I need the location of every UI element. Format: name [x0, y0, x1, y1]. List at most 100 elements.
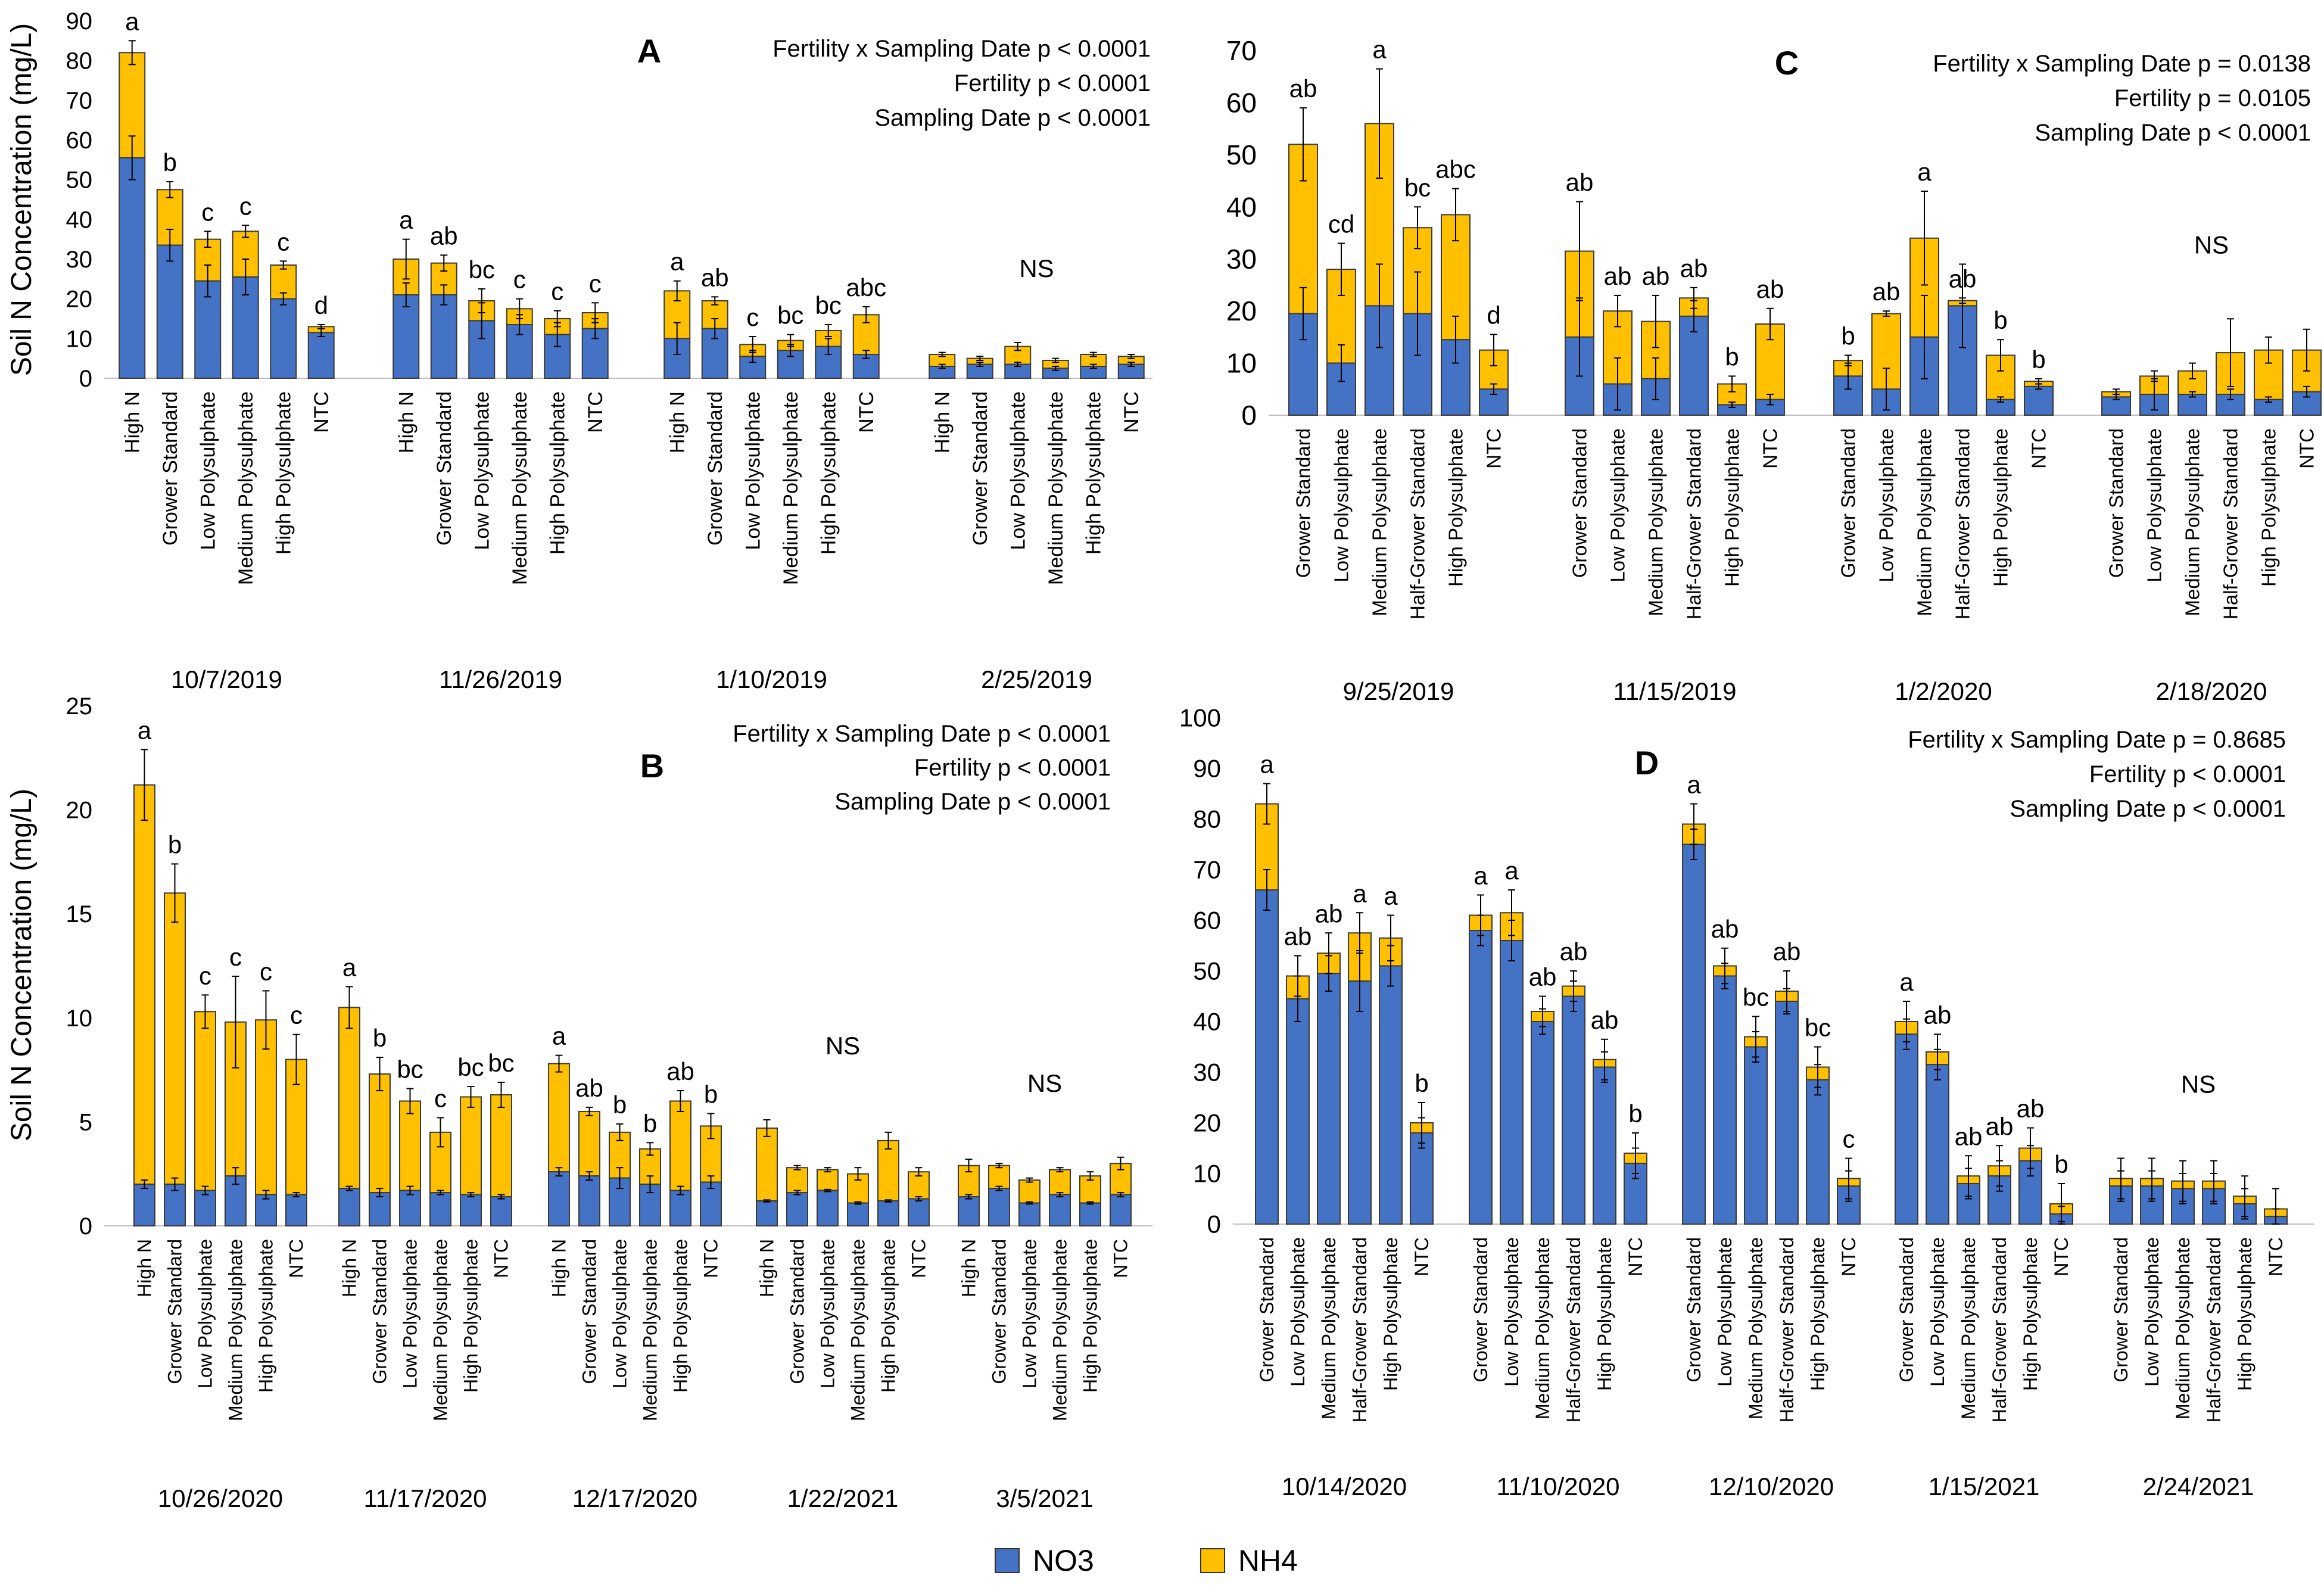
panel-b-significance-letter: c	[260, 957, 272, 985]
panel-c-category-label: Low Polysulphate	[1876, 428, 1898, 583]
panel-b-bar-nh4	[786, 1167, 808, 1194]
panel-b-bar-no3	[1079, 1202, 1101, 1227]
panel-c-category-label: Medium Polysulphate	[2182, 428, 2204, 617]
panel-b-bar-no3	[194, 1190, 216, 1226]
panel-d-bar-no3	[1255, 889, 1279, 1225]
panel-c-significance-letter: ab	[1604, 262, 1632, 290]
panel-b-bar-no3	[399, 1190, 421, 1226]
panel-d-stats-line: Fertility x Sampling Date p = 0.8685	[1908, 727, 2286, 753]
panel-d-stats-line: Fertility p < 0.0001	[2089, 761, 2286, 787]
panel-d-bar-no3	[1317, 973, 1341, 1225]
panel-c-bar-no3	[2024, 385, 2054, 416]
panel-d-bar-no3	[1926, 1064, 1949, 1225]
panel-d-category-label: Low Polysulphate	[1501, 1237, 1522, 1387]
panel-b-significance-letter: b	[704, 1080, 718, 1108]
panel-c-category-label: Medium Polysulphate	[1369, 428, 1391, 617]
panel-b-bar-no3	[460, 1194, 482, 1226]
panel-b-bar-nh4	[399, 1100, 421, 1191]
panel-d-significance-letter: ab	[1986, 1112, 2014, 1140]
panel-d-category-label: Low Polysulphate	[1927, 1237, 1948, 1387]
panel-a-date-label: 11/26/2019	[439, 665, 562, 693]
panel-b-date-label: 10/26/2020	[158, 1484, 283, 1512]
panel-b-bar-no3	[133, 1184, 155, 1227]
panel-d-category-label: Half-Grower Standard	[1563, 1237, 1584, 1422]
panel-b-bar-no3	[490, 1196, 512, 1227]
panel-b-category-label: High N	[339, 1239, 360, 1297]
panel-b-date-label: 3/5/2021	[996, 1484, 1094, 1512]
panel-b-bar-no3	[1110, 1194, 1132, 1226]
panel-d-category-label: High Polysulphate	[2020, 1237, 2041, 1391]
panel-a-significance-letter: c	[746, 303, 759, 331]
panel-b-bar-nh4	[133, 784, 155, 1185]
panel-d-category-label: High Polysulphate	[1594, 1237, 1615, 1391]
panel-b-bar-nh4	[578, 1110, 600, 1177]
panel-b-category-label: Medium Polysulphate	[640, 1239, 661, 1421]
panel-d-significance-letter: ab	[1591, 1006, 1619, 1034]
panel-c-stats-line: Fertility p = 0.0105	[2114, 85, 2311, 111]
panel-c-significance-letter: ab	[1680, 254, 1708, 282]
panel-a-significance-letter: c	[589, 269, 602, 297]
panel-a-significance-letter: c	[513, 266, 526, 294]
panel-d-significance-letter: a	[1384, 882, 1398, 910]
panel-d-category-label: Low Polysulphate	[1714, 1237, 1736, 1387]
panel-b-significance-letter: c	[290, 1001, 303, 1029]
panel-d-bar-no3	[1713, 975, 1737, 1225]
panel-a-category-label: Medium Polysulphate	[509, 391, 531, 585]
panel-c-category-label: Half-Grower Standard	[1407, 428, 1429, 619]
panel-c-significance-letter: ab	[1566, 169, 1594, 197]
panel-b-category-label: Medium Polysulphate	[1049, 1239, 1071, 1421]
panel-d-bar-no3	[1775, 1001, 1799, 1225]
panel-a-category-label: Medium Polysulphate	[1045, 391, 1067, 585]
panel-b-category-label: High Polysulphate	[1080, 1239, 1101, 1393]
panel-a-bar-no3	[119, 157, 146, 379]
panel-c-y-tick-label: 10	[1226, 348, 1257, 379]
panel-d-bar-no3	[1348, 980, 1372, 1225]
panel-d-category-label: NTC	[2265, 1237, 2286, 1276]
panel-b-category-label: Low Polysulphate	[609, 1239, 631, 1388]
panel-c-category-label: Low Polysulphate	[2144, 428, 2166, 583]
panel-b-significance-letter: b	[373, 1024, 387, 1052]
legend-label-no3: NO3	[1033, 1544, 1094, 1577]
panel-c-category-label: Half-Grower Standard	[2220, 428, 2242, 619]
panel-c-category-label: Grower Standard	[1837, 428, 1859, 578]
panel-b-category-label: Grower Standard	[989, 1239, 1010, 1384]
panel-a-bar-no3	[430, 294, 457, 379]
panel-c-significance-letter: a	[1372, 36, 1387, 64]
panel-b-y-tick-label: 5	[79, 1109, 92, 1135]
panel-d-category-label: Low Polysulphate	[2141, 1237, 2163, 1387]
panel-d-y-tick-label: 40	[1193, 1008, 1221, 1036]
panel-b-category-label: NTC	[286, 1239, 307, 1278]
panel-b-category-label: Grower Standard	[787, 1239, 808, 1384]
panel-b-significance-letter: c	[199, 961, 211, 989]
panel-c-category-label: Half-Grower Standard	[1683, 428, 1705, 619]
panel-b-category-label: Low Polysulphate	[1019, 1239, 1040, 1388]
panel-b-bar-no3	[578, 1175, 600, 1227]
panel-c-category-label: High Polysulphate	[1721, 428, 1743, 587]
panel-a-category-label: Medium Polysulphate	[780, 391, 802, 585]
panel-d-date-label: 2/24/2021	[2143, 1472, 2254, 1500]
panel-a-letter: A	[637, 32, 661, 70]
panel-c-y-tick-label: 30	[1226, 244, 1257, 275]
panel-b-category-label: NTC	[908, 1239, 930, 1278]
panel-d-bar-no3	[1500, 940, 1524, 1225]
panel-b-bar-no3	[847, 1202, 869, 1227]
panel-a-category-label: Grower Standard	[704, 391, 727, 546]
panel-d-date-label: 11/10/2020	[1496, 1472, 1619, 1500]
panel-a-category-label: NTC	[855, 391, 878, 433]
panel-b-stats-line: Fertility p < 0.0001	[914, 755, 1111, 781]
panel-d-category-label: Grower Standard	[1683, 1237, 1705, 1383]
panel-c-date-label: 11/15/2019	[1613, 677, 1736, 705]
panel-d-category-label: Half-Grower Standard	[2203, 1237, 2225, 1422]
panel-a-y-tick-label: 90	[66, 8, 93, 35]
panel-d-date-label: 12/10/2020	[1709, 1472, 1834, 1500]
panel-c-significance-letter: b	[1725, 343, 1739, 370]
panel-d-date-label: 1/15/2021	[1929, 1472, 2040, 1500]
panel-d-letter: D	[1635, 744, 1659, 782]
panel-d-category-label: Medium Polysulphate	[1532, 1237, 1553, 1419]
panel-c-significance-letter: b	[2032, 345, 2045, 373]
panel-a-significance-letter: d	[314, 291, 328, 319]
panel-d-significance-letter: bc	[1805, 1014, 1831, 1042]
panel-a-significance-letter: c	[201, 198, 214, 226]
panel-b-category-label: NTC	[700, 1239, 722, 1278]
